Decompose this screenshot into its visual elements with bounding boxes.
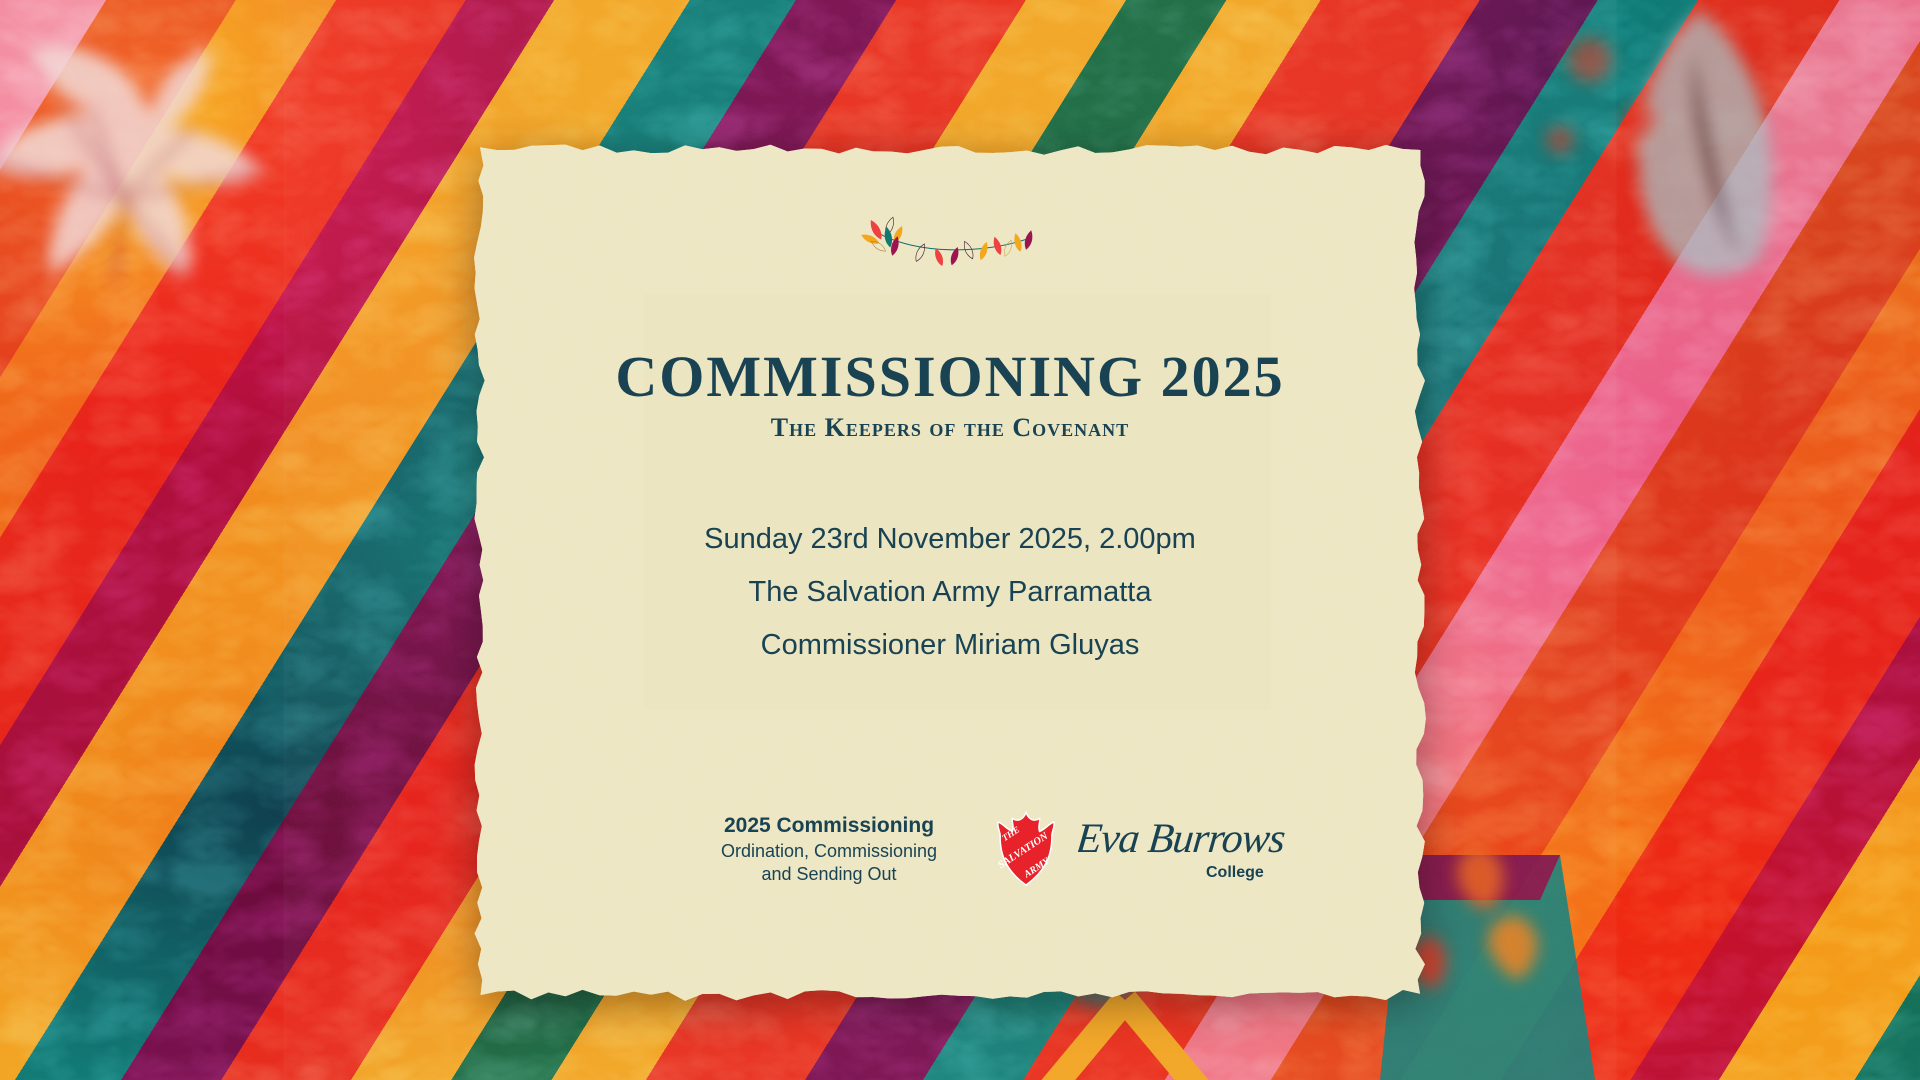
svg-text:College: College <box>1206 864 1264 881</box>
svg-text:Eva Burrows: Eva Burrows <box>1078 815 1287 862</box>
